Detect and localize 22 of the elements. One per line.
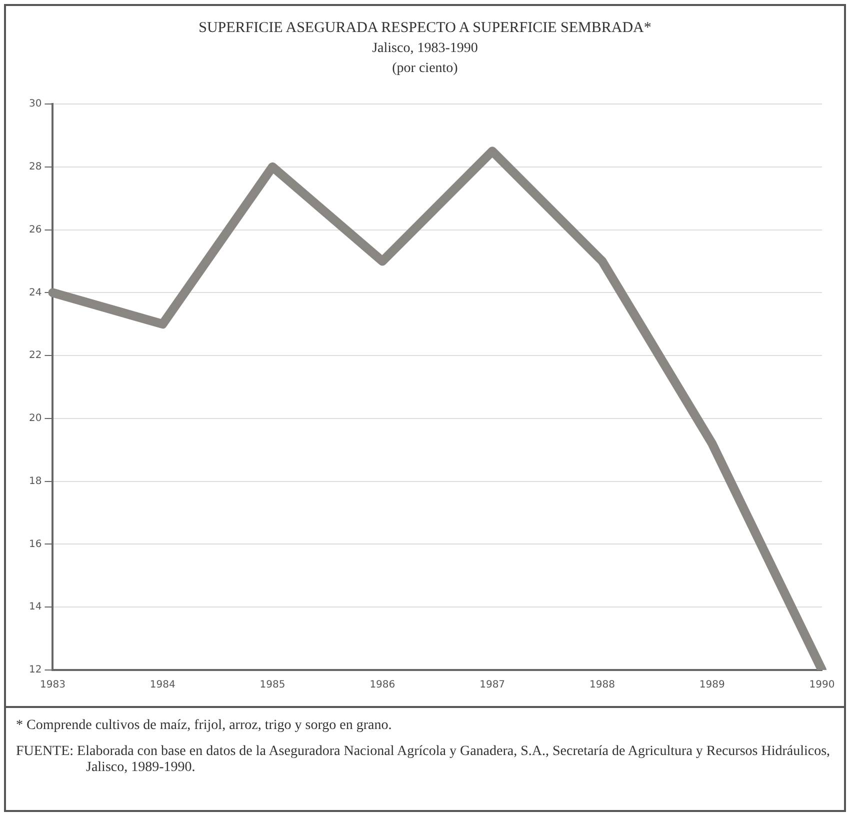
x-tick-label: 1984 (150, 680, 176, 691)
x-tick-label: 1989 (699, 680, 725, 691)
chart-title: SUPERFICIE ASEGURADA RESPECTO A SUPERFICIE SEMBRADA* (198, 20, 652, 37)
source-note: FUENTE: Elaborada con base en datos de la Aseguradora Nacional Agrícola y Ganadera, S.A., Secretaría de Agricultura y Recursos Hidráulicos, Jalisco, 1989-1990. (16, 744, 832, 776)
x-tick-label: 1983 (40, 680, 66, 691)
y-tick-label: 16 (28, 538, 42, 550)
y-tick-label: 18 (28, 476, 42, 487)
x-tick-label: 1990 (809, 680, 835, 691)
y-tick-label: 12 (28, 664, 42, 676)
y-tick-label: 14 (28, 602, 42, 613)
y-tick-label: 24 (28, 287, 42, 298)
x-tick-label: 1987 (480, 680, 506, 691)
y-tick-label: 30 (28, 98, 42, 110)
x-tick-label: 1985 (260, 680, 286, 691)
x-tick-label: 1988 (589, 680, 615, 691)
y-tick-label: 26 (28, 224, 42, 236)
y-tick-label: 28 (28, 161, 42, 172)
y-tick-label: 20 (28, 413, 42, 424)
y-tick-label: 22 (28, 350, 42, 362)
chart-subtitle: Jalisco, 1983-1990 (por ciento) (371, 40, 479, 78)
text: * Comprende cultivos de maíz, frijol, arroz, trigo y sorgo en grano. (16, 718, 393, 734)
x-tick-label: 1986 (370, 680, 396, 691)
